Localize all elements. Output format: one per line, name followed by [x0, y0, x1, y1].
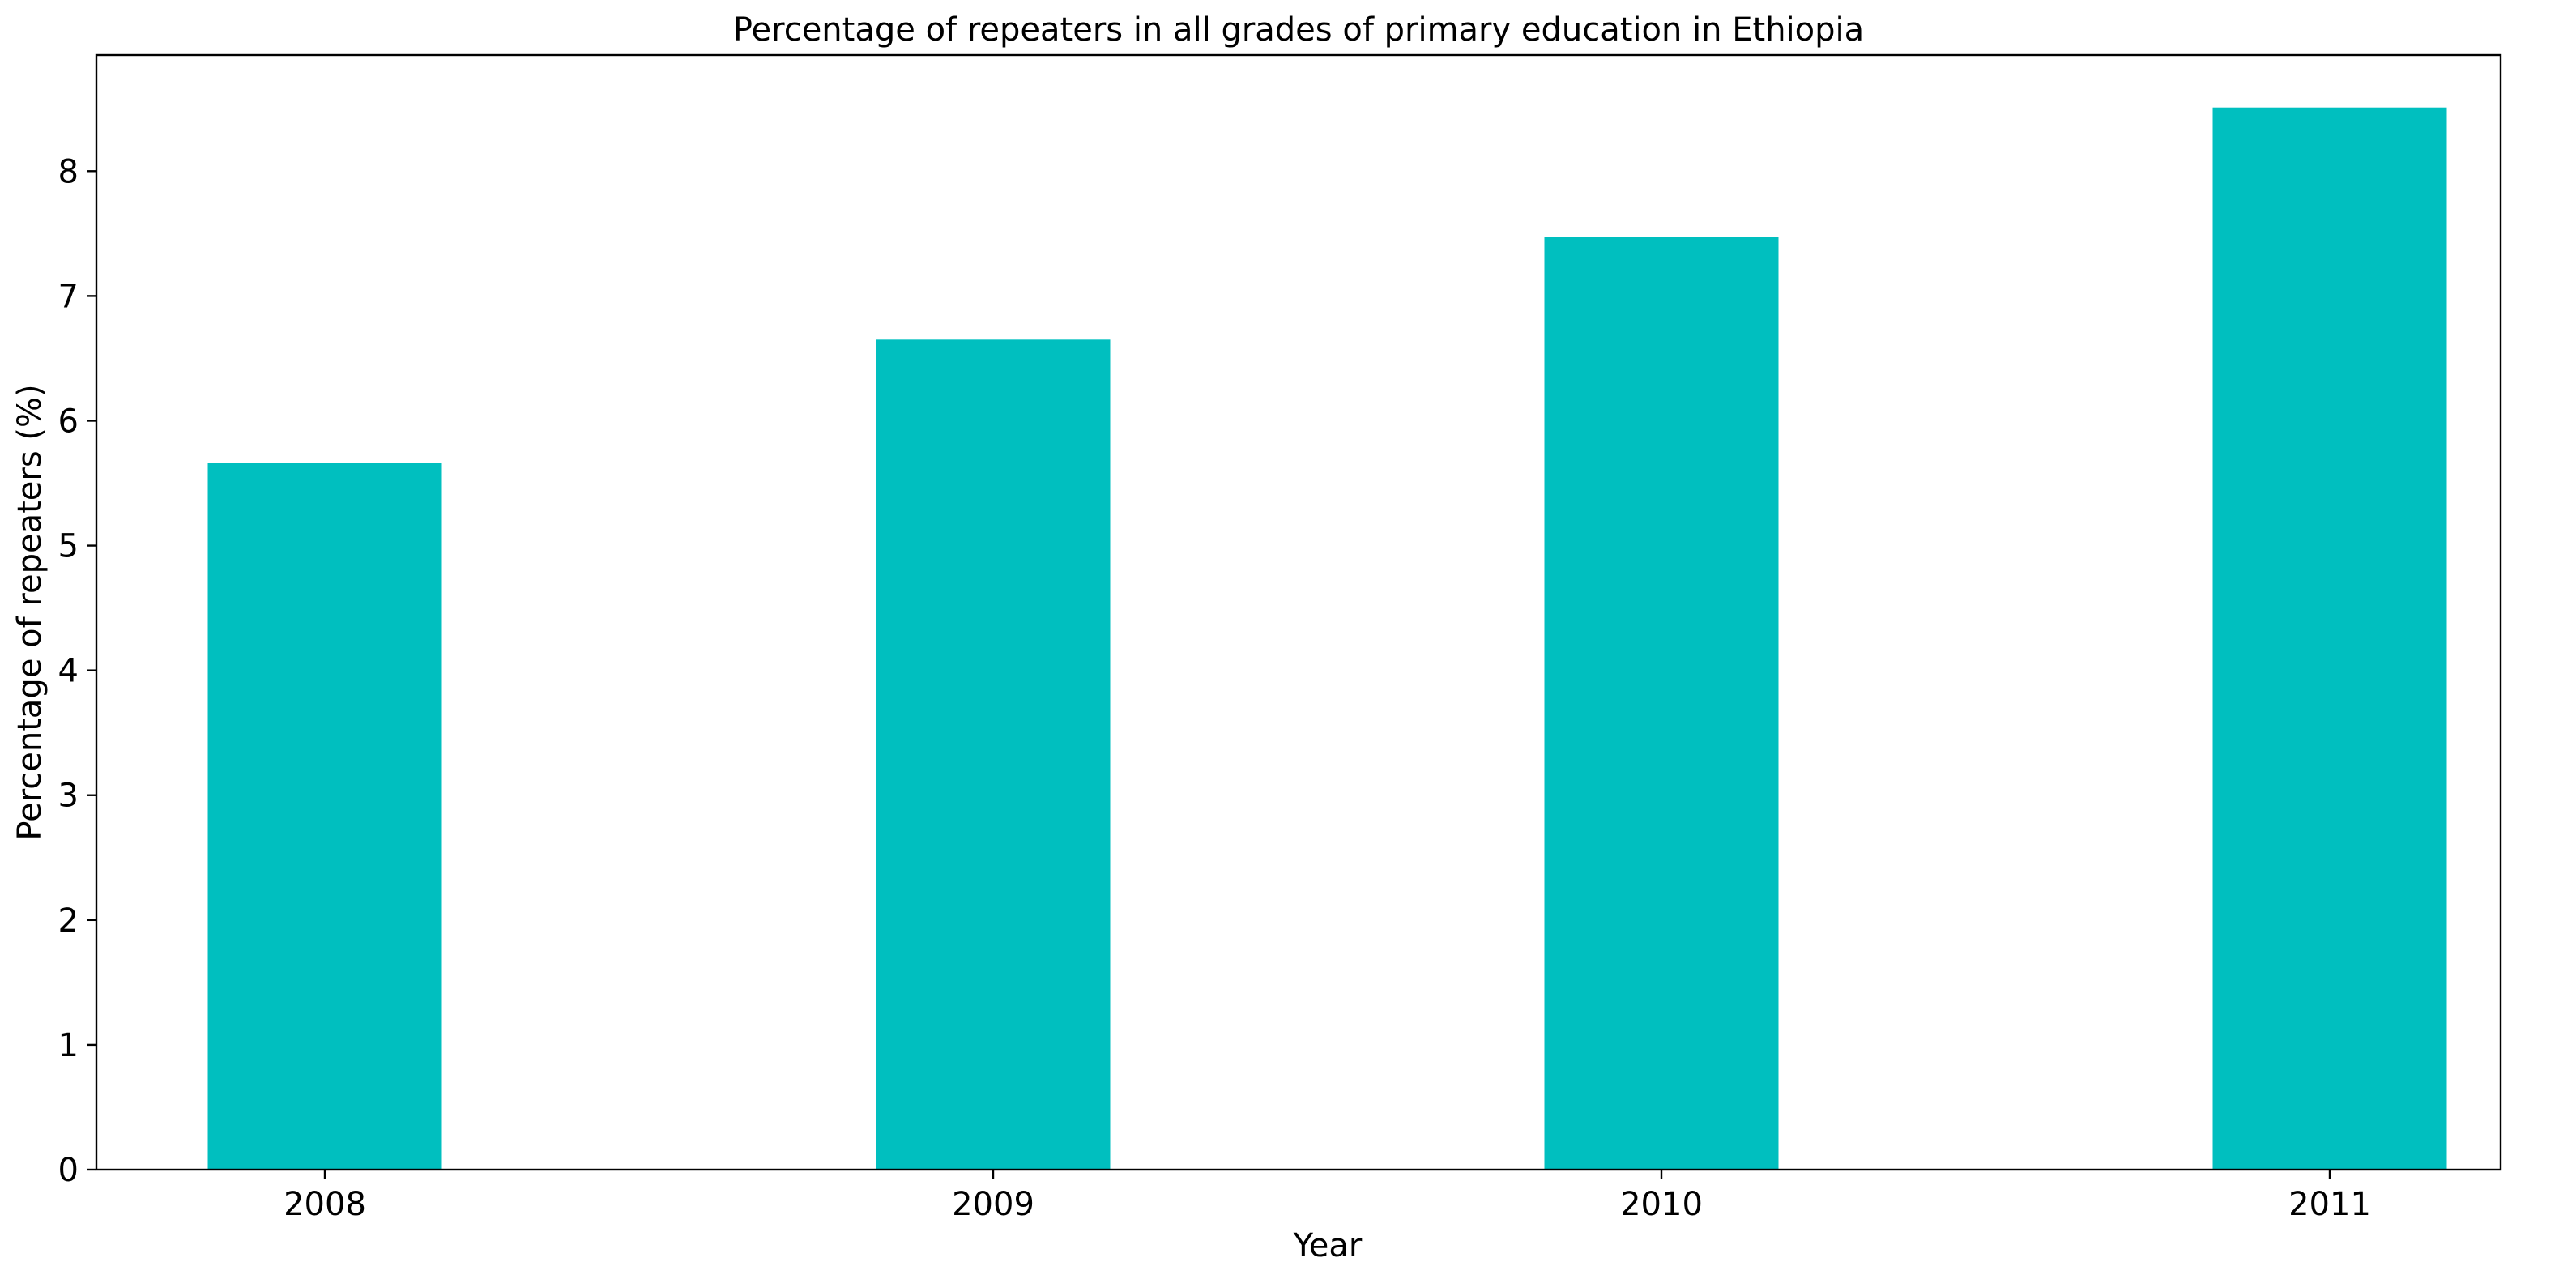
x-axis: 2008 2009 2010 2011: [284, 1170, 2371, 1223]
x-tick-label: 2009: [952, 1186, 1034, 1223]
bars-group: [207, 107, 2447, 1170]
y-tick-label: 4: [58, 653, 79, 690]
x-tick-label: 2010: [1620, 1186, 1703, 1223]
y-tick-label: 0: [58, 1152, 79, 1189]
y-tick-label: 8: [58, 153, 79, 190]
bar-2009: [876, 339, 1111, 1170]
x-axis-label: Year: [1293, 1227, 1363, 1264]
chart-title: Percentage of repeaters in all grades of…: [733, 11, 1864, 49]
y-axis-label: Percentage of repeaters (%): [11, 384, 49, 840]
x-tick-label: 2008: [284, 1186, 366, 1223]
y-tick-label: 6: [58, 403, 79, 440]
plot-frame: [95, 53, 2502, 1171]
x-tick-label: 2011: [2288, 1186, 2371, 1223]
y-tick-label: 3: [58, 778, 79, 815]
y-tick-label: 7: [58, 278, 79, 315]
bar-2008: [207, 463, 442, 1170]
y-tick-label: 2: [58, 902, 79, 940]
y-axis: 0 1 2 3 4 5 6 7 8: [58, 153, 96, 1189]
bar-2010: [1544, 237, 1779, 1170]
bar-2011: [2212, 107, 2447, 1170]
y-tick-label: 5: [58, 528, 79, 565]
y-tick-label: 1: [58, 1027, 79, 1064]
